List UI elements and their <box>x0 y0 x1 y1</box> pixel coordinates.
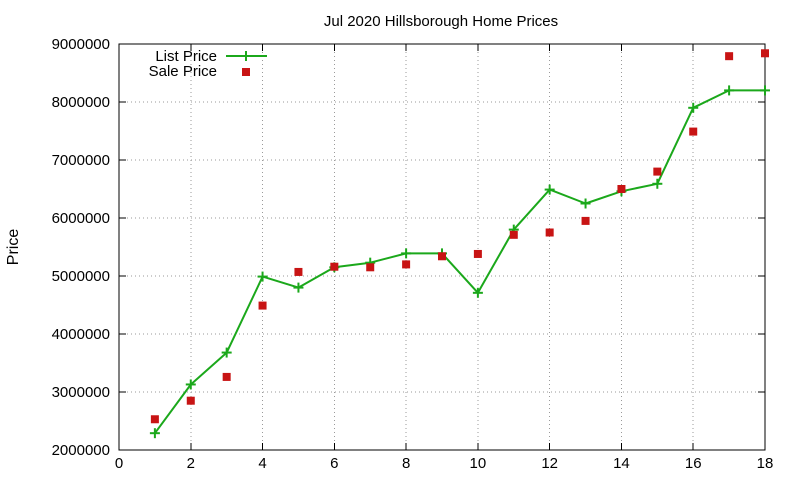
tick-layer: 0 2 4 6 8 10 12 14 16 18 2000000 3000000 4000000 5000… <box>52 36 774 472</box>
plot-area-frame <box>118 43 766 451</box>
sale-price-point <box>366 263 375 272</box>
y-tick-label: 4000000 <box>52 326 110 343</box>
list-price-point <box>688 102 699 113</box>
list-price-point <box>652 178 663 189</box>
sale-price-point <box>545 228 554 237</box>
list-price-point <box>472 287 483 298</box>
list-price-point <box>760 85 770 96</box>
list-price-point <box>185 379 196 390</box>
y-tick-label: 9000000 <box>52 36 110 53</box>
sale-price-point <box>689 127 698 136</box>
sale-price-point <box>509 230 518 239</box>
x-tick-label: 6 <box>330 455 338 472</box>
series-layer <box>149 49 770 439</box>
grid-layer <box>119 44 765 450</box>
list-price-line <box>154 89 765 434</box>
legend-swatch-list-price-marker <box>241 51 251 61</box>
list-price-point <box>221 347 232 358</box>
y-tick-label: 2000000 <box>52 442 110 459</box>
legend-plus-marker <box>241 51 251 61</box>
sale-price-point <box>725 52 734 61</box>
x-tick-label: 4 <box>258 455 266 472</box>
y-tick-label: 7000000 <box>52 152 110 169</box>
sale-price-point <box>294 267 303 276</box>
y-tick-label: 5000000 <box>52 268 110 285</box>
sale-price-point <box>330 262 339 271</box>
x-tick-label: 12 <box>541 455 558 472</box>
legend-label-list-price: List Price <box>155 48 217 65</box>
list-price-point <box>149 428 160 439</box>
list-price-point <box>544 184 555 195</box>
sale-price-point <box>150 415 159 424</box>
sale-price-point <box>617 185 626 193</box>
sale-price-point <box>653 167 662 176</box>
list-price-point <box>724 85 735 96</box>
x-tick-label: 2 <box>187 455 195 472</box>
x-tick-label: 16 <box>685 455 702 472</box>
sale-price-point <box>258 301 267 310</box>
list-price-point <box>401 248 412 259</box>
sale-price-point <box>581 216 590 225</box>
legend-swatch-sale-price-marker <box>242 68 250 76</box>
legend: List Price Sale Price <box>149 48 267 80</box>
legend-label-sale-price: Sale Price <box>149 63 217 80</box>
sale-price-point <box>222 372 231 381</box>
y-tick-label: 8000000 <box>52 94 110 111</box>
sale-price-point <box>438 252 446 261</box>
sale-price-point <box>473 249 482 258</box>
sale-price-point <box>186 396 195 405</box>
list-price-point <box>257 271 268 282</box>
chart-title: Jul 2020 Hillsborough Home Prices <box>324 13 558 30</box>
x-tick-label: 8 <box>402 455 410 472</box>
x-tick-label: 10 <box>470 455 487 472</box>
list-price-point <box>580 198 591 209</box>
x-tick-label: 14 <box>613 455 630 472</box>
list-price-point <box>293 282 304 293</box>
sale-price-point <box>761 49 769 58</box>
x-tick-label: 18 <box>757 455 774 472</box>
y-tick-label: 3000000 <box>52 384 110 401</box>
x-tick-label: 0 <box>115 455 123 472</box>
sale-price-point <box>402 260 411 269</box>
y-tick-label: 6000000 <box>52 210 110 227</box>
y-axis-label: Price <box>5 229 22 266</box>
